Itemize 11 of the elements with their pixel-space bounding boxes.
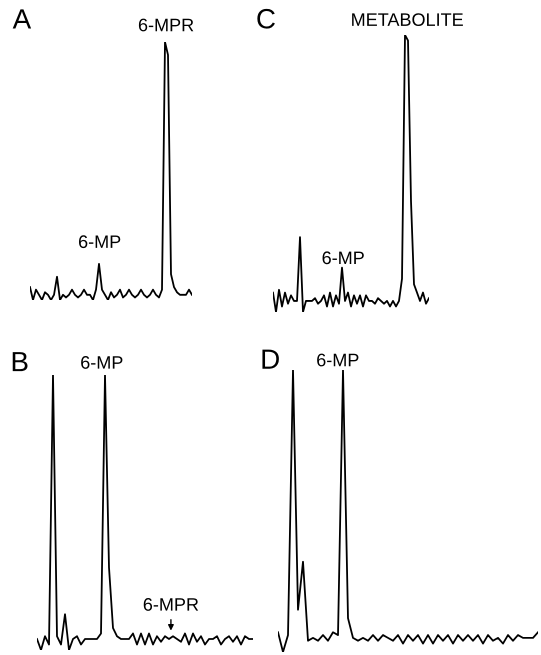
annotation: 6-MP [79,235,120,248]
text: 6-MP [81,356,122,369]
chart-title: C [257,8,275,29]
text: METABOLITE [352,13,463,26]
annotation: 6-MP [322,251,364,264]
chart-title: B [12,352,28,372]
text: 6-MP [317,354,358,366]
chart-title: D [262,350,279,369]
text: 6-MPR [138,18,194,32]
annotation: 6-MPR [144,598,198,611]
chart-title: A [12,9,32,29]
